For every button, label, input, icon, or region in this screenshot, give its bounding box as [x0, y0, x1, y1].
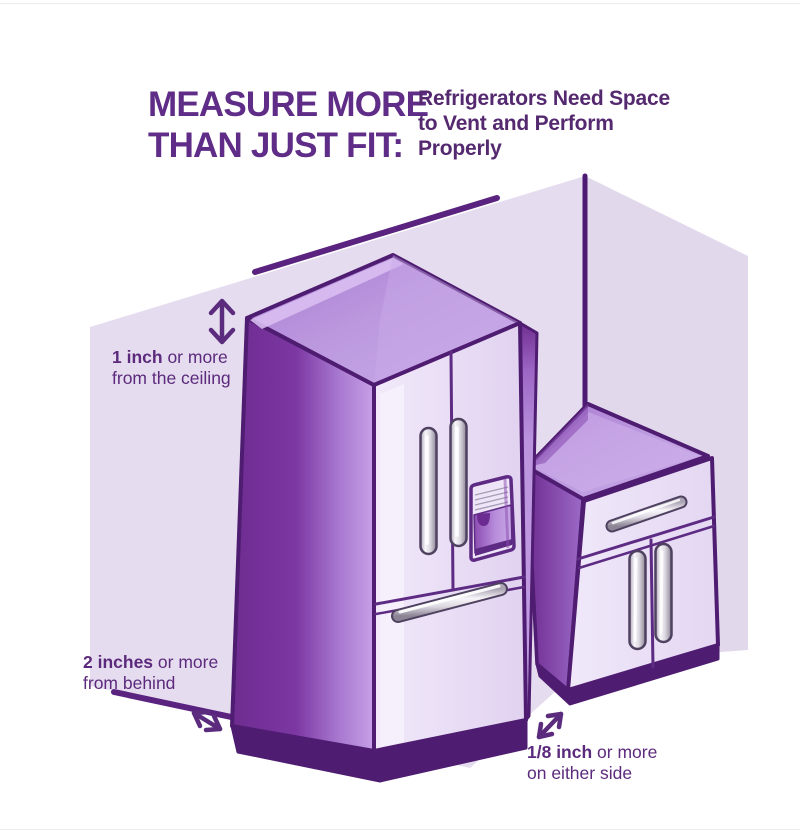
cabinet — [525, 402, 720, 706]
top-border-line — [0, 3, 800, 4]
fridge-top-right-sheen — [374, 255, 520, 385]
cabinet-drawer — [576, 495, 716, 570]
annotation-ceiling-qualifier: or more — [162, 347, 228, 367]
cabinet-door-handle-right — [654, 542, 673, 644]
cabinet-door-divider — [649, 538, 655, 669]
annotation-rear-value: 2 inches — [83, 652, 154, 672]
annotation-ceiling-line2: from the ceiling — [112, 368, 231, 388]
rear-gap-double-arrow-icon — [191, 709, 223, 733]
fridge-top-highlight — [250, 258, 404, 329]
fridge-door-handle-left — [419, 426, 438, 556]
page-subtitle: Refrigerators Need Space to Vent and Per… — [418, 87, 670, 160]
fridge-left-side — [230, 316, 376, 753]
fridge-front-sheen — [380, 384, 404, 747]
annotation-rear-gap: 2 inches or more from behind — [83, 652, 218, 694]
water-dispenser — [469, 475, 516, 562]
annotation-side-line2: on either side — [527, 763, 633, 783]
annotation-rear-qualifier: or more — [153, 652, 219, 672]
annotation-side-qualifier: or more — [592, 742, 658, 762]
page-title: MEASURE MORE THAN JUST FIT: — [148, 85, 429, 165]
cabinet-countertop-shade — [527, 404, 588, 467]
fridge-drawer-handle — [391, 582, 508, 623]
cabinet-door-handle-left — [628, 549, 647, 651]
measurement-arrows — [191, 298, 564, 740]
annotation-ceiling-gap: 1 inch or more from the ceiling — [112, 347, 231, 389]
refrigerator — [230, 253, 539, 783]
cabinet-drawer-handle — [605, 495, 688, 533]
annotation-side-gap: 1/8 inch or more on either side — [527, 742, 657, 784]
fridge-door-bottom-line — [374, 575, 526, 606]
fridge-door-handle-right — [449, 417, 468, 548]
side-gap-double-arrow-icon — [536, 711, 564, 740]
annotation-ceiling-value: 1 inch — [112, 347, 163, 367]
annotation-side-value: 1/8 inch — [527, 742, 593, 762]
bottom-border-line — [0, 829, 800, 830]
ceiling-gap-double-arrow-icon — [208, 298, 236, 345]
ceiling-line — [252, 195, 500, 275]
annotation-rear-line2: from behind — [83, 673, 176, 693]
